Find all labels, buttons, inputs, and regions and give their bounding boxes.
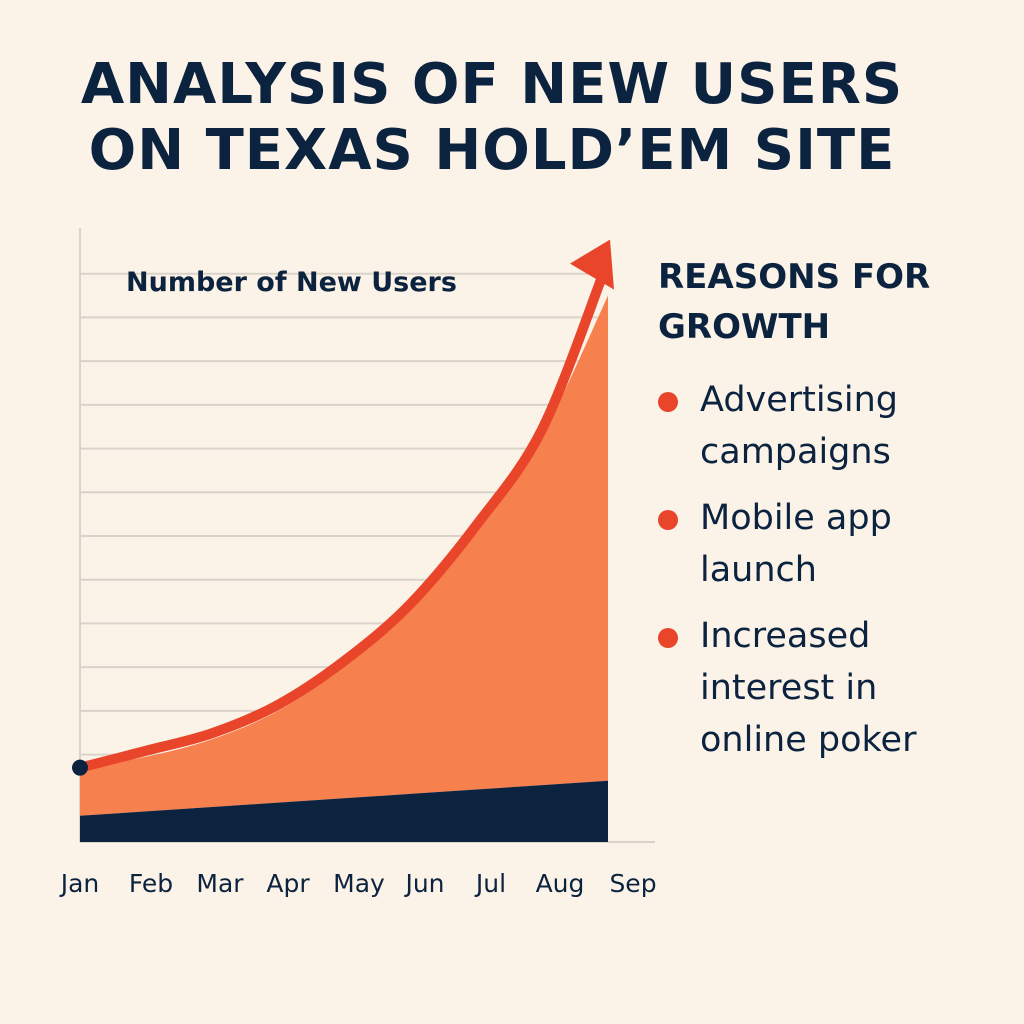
reasons-panel: REASONS FOR GROWTH Advertising campaigns…	[658, 252, 998, 780]
x-tick-label: Sep	[609, 869, 656, 898]
reasons-heading: REASONS FOR GROWTH	[658, 252, 998, 352]
y-axis-label: Number of New Users	[126, 267, 457, 298]
growth-trend-arrow-line	[75, 266, 609, 773]
bullet-dot-icon	[658, 510, 678, 530]
chart-title: ANALYSIS OF NEW USERS ON TEXAS HOLD’EM S…	[0, 52, 984, 184]
reason-text-line: Mobile app	[700, 498, 892, 538]
reason-text-line: Increased	[700, 616, 871, 656]
reasons-heading-line-2: GROWTH	[658, 307, 831, 347]
chart-title-line-2: ON TEXAS HOLD’EM SITE	[88, 118, 896, 183]
reason-text-line: campaigns	[700, 432, 891, 472]
base-users-band	[80, 780, 608, 842]
reason-text-line: Advertising	[700, 380, 898, 420]
x-tick-label: Mar	[196, 869, 244, 898]
reason-text-line: launch	[700, 550, 817, 590]
reasons-heading-line-1: REASONS FOR	[658, 257, 931, 297]
bullet-dot-icon	[658, 392, 678, 412]
x-tick-label: Aug	[536, 869, 585, 898]
reason-item: Mobile app launch	[658, 492, 998, 596]
x-tick-label: Jun	[403, 869, 444, 898]
start-point-marker	[72, 759, 88, 776]
arrow-head-icon	[570, 239, 614, 290]
reason-text-line: interest in	[700, 668, 878, 708]
reason-item: Advertising campaigns	[658, 374, 998, 478]
area-chart: Number of New Users Jan Feb Mar Apr May Jun Ju…	[59, 228, 657, 898]
x-tick-label: Jul	[474, 869, 506, 898]
new-users-area	[80, 295, 608, 816]
x-tick-label: Jan	[59, 869, 100, 898]
reason-item: Increased interest in online poker	[658, 610, 998, 766]
x-tick-label: Apr	[266, 869, 310, 898]
x-tick-label: Feb	[129, 869, 173, 898]
chart-title-line-1: ANALYSIS OF NEW USERS	[80, 52, 904, 117]
bullet-dot-icon	[658, 628, 678, 648]
reason-text-line: online poker	[700, 720, 917, 760]
x-tick-label: May	[333, 869, 385, 898]
x-axis-tick-labels: Jan Feb Mar Apr May Jun Jul Aug Sep	[59, 869, 657, 898]
